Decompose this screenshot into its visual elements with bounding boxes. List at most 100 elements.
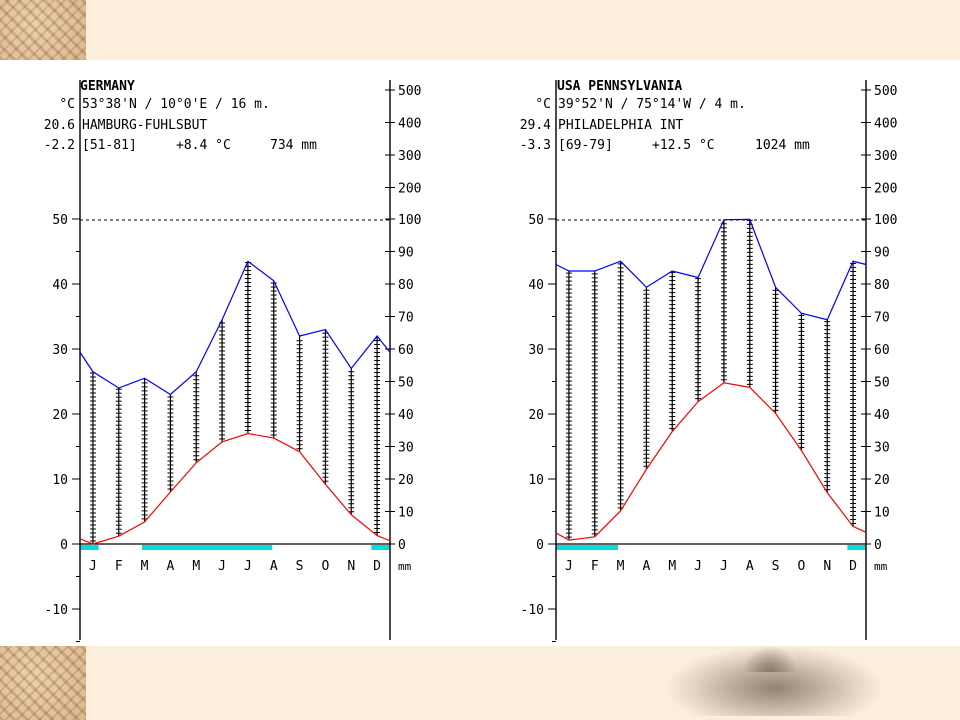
precip-tick-label: 300 bbox=[874, 149, 897, 164]
temperature-line bbox=[79, 432, 391, 545]
precip-tick-label: 10 bbox=[874, 506, 890, 521]
month-label: J bbox=[720, 559, 728, 574]
temp-tick-label: -10 bbox=[45, 603, 68, 618]
precip-tick-label: 100 bbox=[398, 213, 421, 228]
temp-tick-label: 30 bbox=[52, 343, 68, 358]
temp-max-label: 20.6 bbox=[44, 118, 75, 133]
month-label: A bbox=[746, 559, 754, 574]
temp-tick-label: 50 bbox=[528, 213, 544, 228]
precipitation-line bbox=[79, 260, 391, 396]
precip-tick-label: 70 bbox=[398, 311, 414, 326]
country-label: GERMANY bbox=[80, 79, 135, 94]
climate-diagram-usa: USA PENNSYLVANIA °C 39°52'N / 75°14'W / … bbox=[520, 79, 897, 642]
precip-tick-label: 40 bbox=[398, 408, 414, 423]
frost-band bbox=[847, 545, 866, 550]
precip-tick-label: 40 bbox=[874, 408, 890, 423]
month-label: F bbox=[115, 559, 123, 574]
temp-tick-label: 50 bbox=[52, 213, 68, 228]
corner-texture-top bbox=[0, 0, 86, 60]
month-label: N bbox=[823, 559, 831, 574]
climate-diagrams-panel: GERMANY °C 53°38'N / 10°0'E / 16 m. 20.6… bbox=[0, 60, 960, 646]
precip-tick-label: 300 bbox=[398, 149, 421, 164]
month-label: J bbox=[244, 559, 252, 574]
temp-unit-label: °C bbox=[59, 97, 75, 112]
precip-tick-label: 20 bbox=[874, 473, 890, 488]
precip-tick-label: 80 bbox=[398, 278, 414, 293]
temp-tick-label: 30 bbox=[528, 343, 544, 358]
temp-tick-label: 20 bbox=[528, 408, 544, 423]
annual-precip-label: 1024 mm bbox=[755, 138, 810, 153]
precip-tick-label: 400 bbox=[398, 117, 421, 132]
station-label: HAMBURG-FUHLSBUT bbox=[82, 118, 207, 133]
temperature-line bbox=[555, 382, 867, 541]
mean-temp-label: +8.4 °C bbox=[176, 138, 231, 153]
temp-max-label: 29.4 bbox=[520, 118, 551, 133]
precip-tick-label: 60 bbox=[398, 343, 414, 358]
precip-tick-label: 200 bbox=[874, 182, 897, 197]
climate-diagram-germany: GERMANY °C 53°38'N / 10°0'E / 16 m. 20.6… bbox=[44, 79, 421, 642]
temp-tick-label: 0 bbox=[536, 538, 544, 553]
temp-tick-label: 40 bbox=[52, 278, 68, 293]
precip-tick-label: 20 bbox=[398, 473, 414, 488]
month-label: D bbox=[373, 559, 381, 574]
frost-band bbox=[80, 545, 99, 550]
precip-tick-label: 200 bbox=[398, 182, 421, 197]
month-label: M bbox=[617, 559, 625, 574]
precipitation-line bbox=[555, 218, 867, 321]
precip-tick-label: 30 bbox=[874, 441, 890, 456]
precip-tick-label: 500 bbox=[874, 84, 897, 99]
month-label: O bbox=[322, 559, 330, 574]
decorative-swirl-top bbox=[742, 646, 798, 672]
frost-band bbox=[142, 545, 273, 550]
precip-tick-label: 400 bbox=[874, 117, 897, 132]
month-label: A bbox=[643, 559, 651, 574]
mean-temp-label: +12.5 °C bbox=[652, 138, 715, 153]
precip-tick-label: 30 bbox=[398, 441, 414, 456]
temp-tick-label: -10 bbox=[521, 603, 544, 618]
frost-band bbox=[556, 545, 618, 550]
frost-band bbox=[371, 545, 390, 550]
country-label: USA PENNSYLVANIA bbox=[557, 79, 682, 94]
climate-diagrams-svg: GERMANY °C 53°38'N / 10°0'E / 16 m. 20.6… bbox=[44, 79, 897, 642]
month-label: M bbox=[141, 559, 149, 574]
corner-texture-bottom bbox=[0, 646, 86, 720]
period-label: [69-79] bbox=[558, 138, 613, 153]
month-label: F bbox=[591, 559, 599, 574]
temp-tick-label: 10 bbox=[528, 473, 544, 488]
temp-min-label: -3.3 bbox=[520, 138, 551, 153]
month-label: A bbox=[167, 559, 175, 574]
temp-min-label: -2.2 bbox=[44, 138, 75, 153]
precip-tick-label: 70 bbox=[874, 311, 890, 326]
month-label: S bbox=[296, 559, 304, 574]
month-label: J bbox=[89, 559, 97, 574]
month-label: D bbox=[849, 559, 857, 574]
month-label: M bbox=[192, 559, 200, 574]
precip-tick-label: 100 bbox=[874, 213, 897, 228]
precip-tick-label: 50 bbox=[398, 376, 414, 391]
precip-tick-label: 90 bbox=[874, 246, 890, 261]
period-label: [51-81] bbox=[82, 138, 137, 153]
precip-unit-label: mm bbox=[874, 560, 888, 573]
coords-label: 39°52'N / 75°14'W / 4 m. bbox=[558, 97, 746, 112]
precip-unit-label: mm bbox=[398, 560, 412, 573]
temp-tick-label: 0 bbox=[60, 538, 68, 553]
precip-tick-label: 60 bbox=[874, 343, 890, 358]
month-label: J bbox=[694, 559, 702, 574]
month-label: J bbox=[218, 559, 226, 574]
month-label: J bbox=[565, 559, 573, 574]
month-label: S bbox=[772, 559, 780, 574]
annual-precip-label: 734 mm bbox=[270, 138, 317, 153]
month-label: A bbox=[270, 559, 278, 574]
precip-tick-label: 500 bbox=[398, 84, 421, 99]
coords-label: 53°38'N / 10°0'E / 16 m. bbox=[82, 97, 270, 112]
precip-tick-label: 80 bbox=[874, 278, 890, 293]
month-label: M bbox=[668, 559, 676, 574]
precip-tick-label: 90 bbox=[398, 246, 414, 261]
precip-tick-label: 0 bbox=[874, 538, 882, 553]
month-label: O bbox=[798, 559, 806, 574]
month-label: N bbox=[347, 559, 355, 574]
temp-tick-label: 40 bbox=[528, 278, 544, 293]
precip-tick-label: 0 bbox=[398, 538, 406, 553]
precip-tick-label: 50 bbox=[874, 376, 890, 391]
precip-tick-label: 10 bbox=[398, 506, 414, 521]
